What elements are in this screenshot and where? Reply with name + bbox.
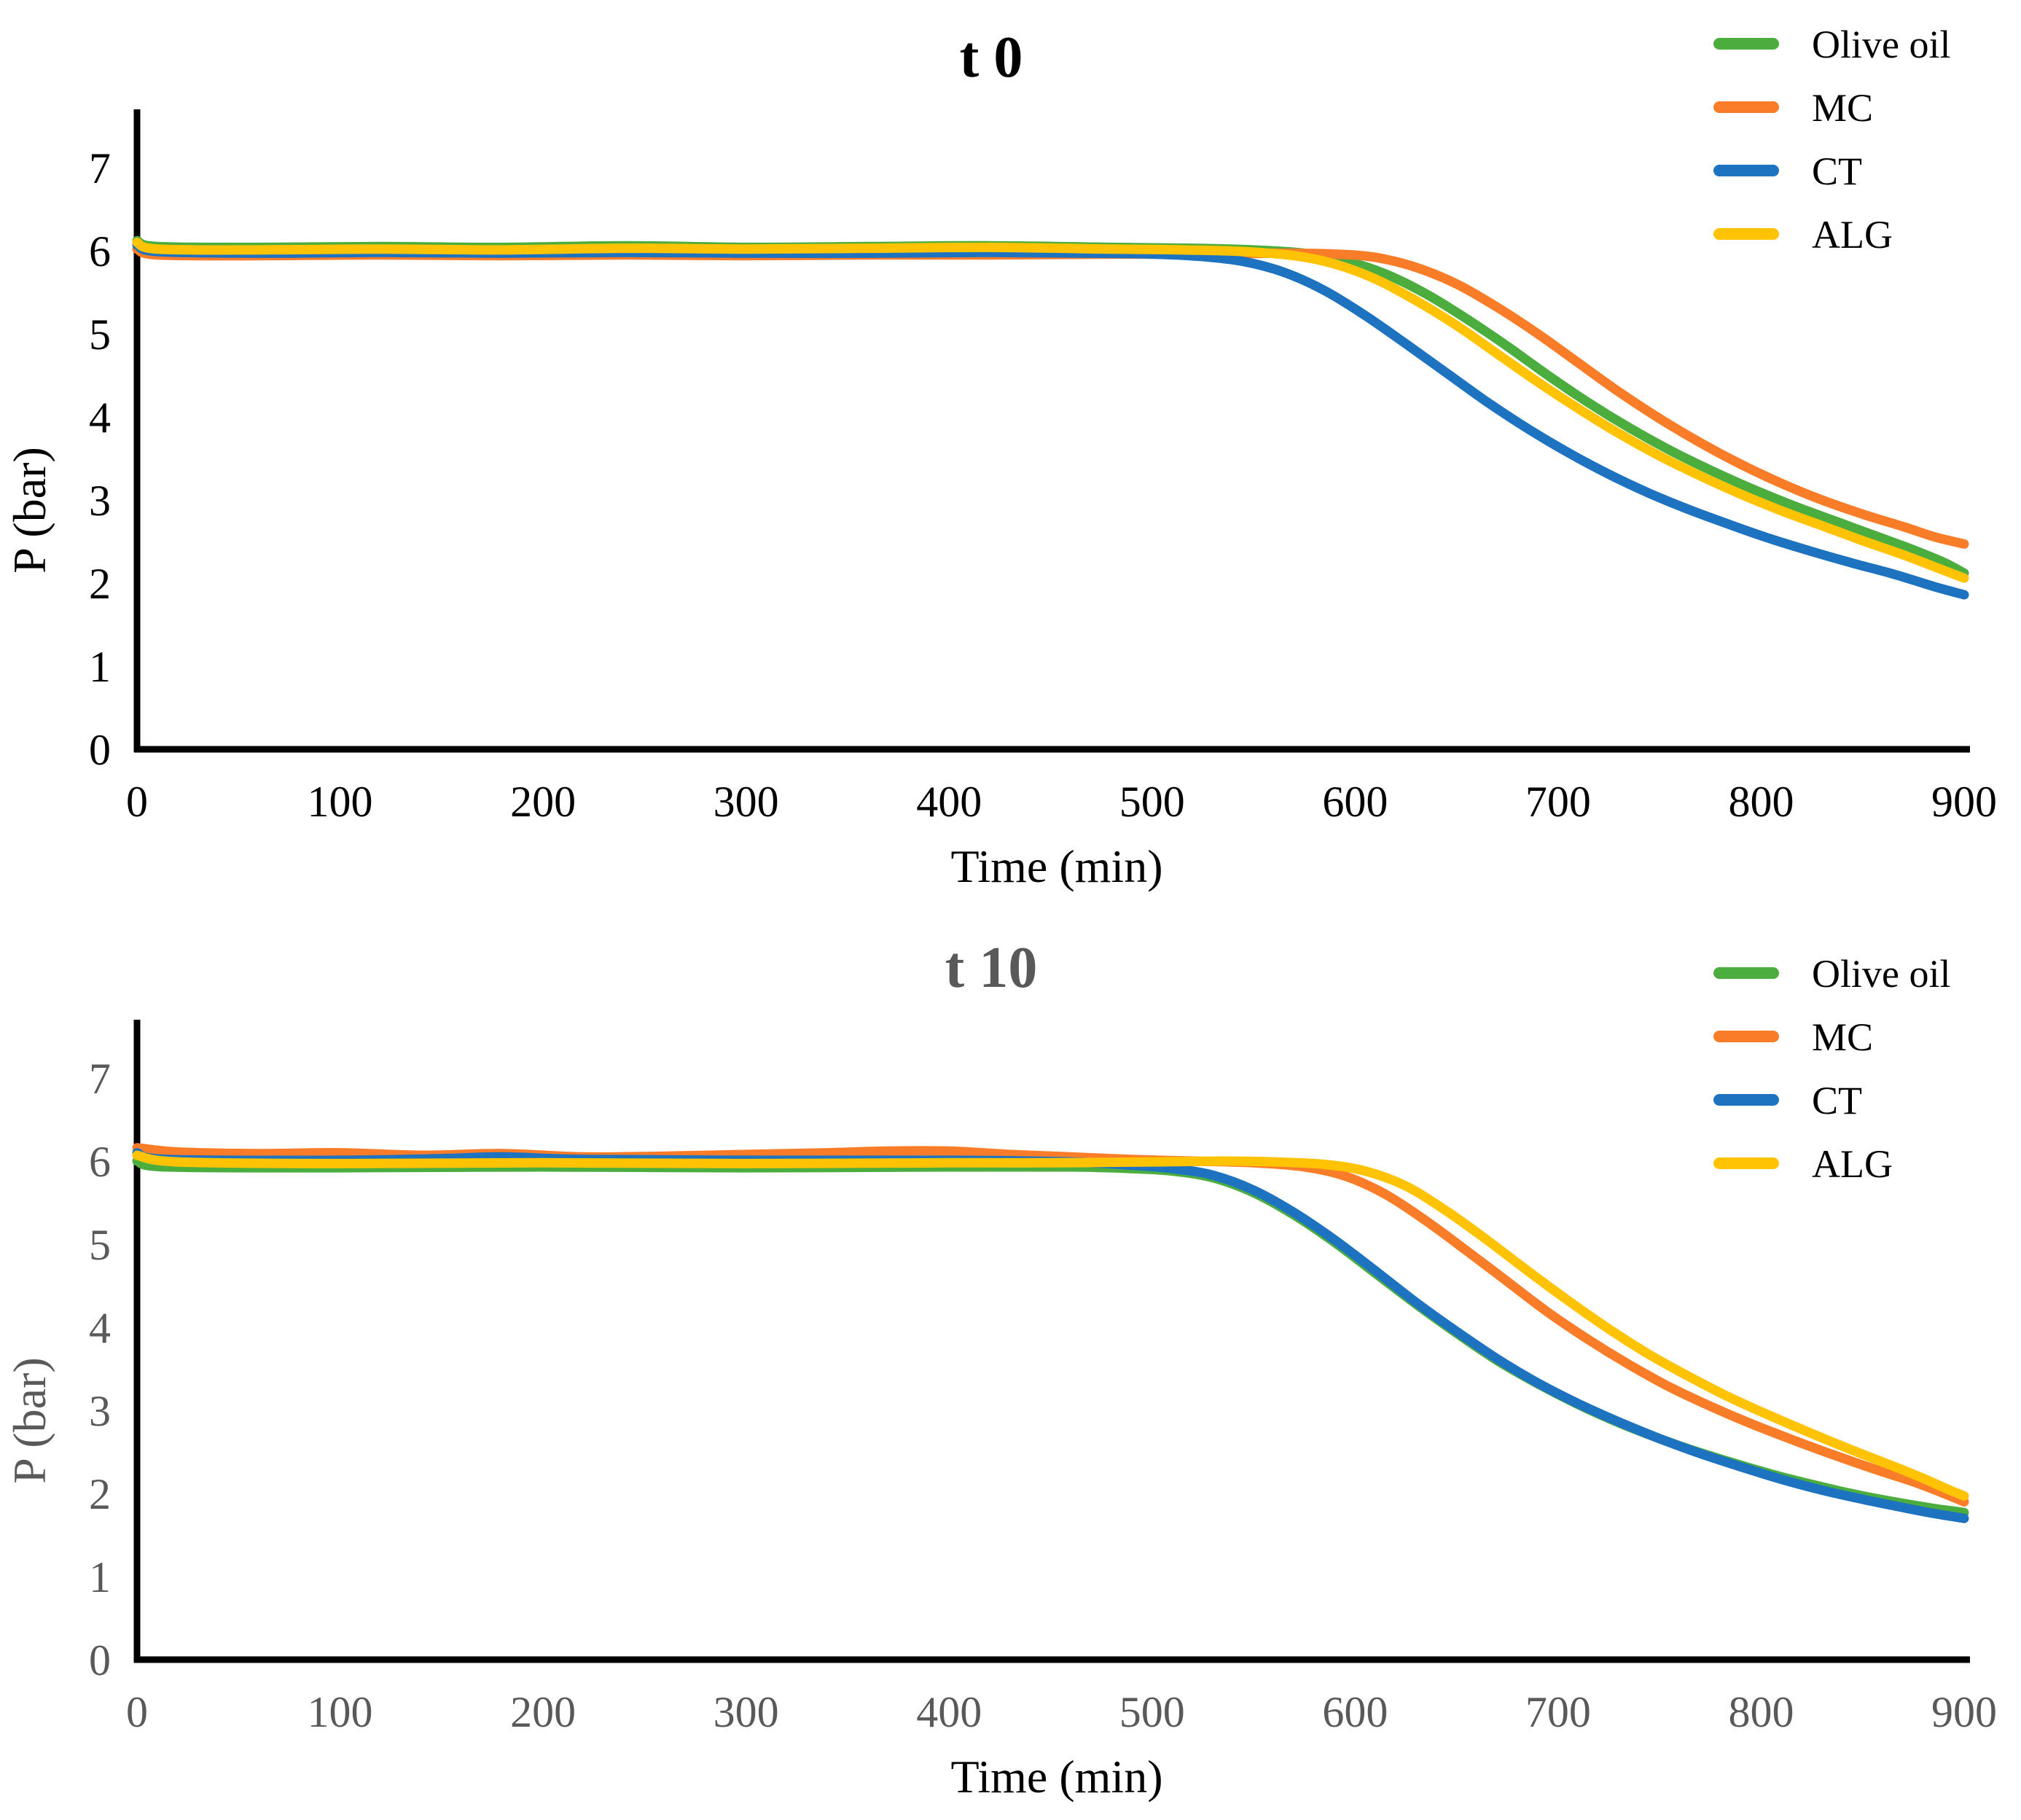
chart-t0-canvas: 0 1 2 3 4 5 6 7 0 100 200 300 400 500 600 700 800 900 t 0… (4, 23, 1997, 892)
x-tick-label: 200 (510, 778, 576, 826)
y-tick-label: 7 (89, 144, 111, 192)
x-tick-label: 400 (916, 1688, 982, 1736)
x-tick-label: 100 (308, 778, 373, 826)
series-line-olive-oil (132, 235, 1969, 578)
x-tick-label: 100 (308, 1688, 373, 1736)
legend-marker-olive-oil (1713, 967, 1779, 979)
series-line-ct (132, 1148, 1969, 1523)
x-tick-label: 500 (1119, 1688, 1185, 1736)
y-tick-label: 1 (89, 1553, 111, 1601)
x-tick-label: 300 (714, 1688, 779, 1736)
legend-t10: Olive oil MC CT ALG (1713, 952, 1950, 1186)
legend-marker-alg (1713, 228, 1779, 240)
x-tick-label: 300 (714, 778, 779, 826)
x-tick-label: 200 (510, 1688, 576, 1736)
legend-t0: Olive oil MC CT ALG (1713, 23, 1950, 257)
x-tick-label: 800 (1728, 1688, 1794, 1736)
y-axis-title-t10: P (bar) (4, 1357, 55, 1484)
plot-area-t10: 0 1 2 3 4 5 6 7 0 100 200 300 400 500 600 700 800 900 (89, 1020, 1997, 1736)
legend-marker-olive-oil (1713, 38, 1779, 50)
series-line-mc (132, 244, 1969, 549)
x-tick-label: 900 (1931, 778, 1997, 826)
series-line-olive-oil (132, 1156, 1969, 1518)
y-tick-label: 5 (89, 311, 111, 359)
legend-label-mc: MC (1812, 86, 1873, 130)
legend-label-olive-oil: Olive oil (1812, 952, 1950, 996)
y-tick-label: 3 (89, 477, 111, 525)
x-axis-title-t10: Time (min) (951, 1751, 1163, 1803)
legend-label-mc: MC (1812, 1015, 1873, 1059)
y-tick-label: 2 (89, 560, 111, 608)
legend-label-olive-oil: Olive oil (1812, 23, 1950, 66)
y-tick-label: 4 (89, 394, 111, 442)
x-tick-label: 400 (916, 778, 982, 826)
legend-label-alg: ALG (1812, 213, 1893, 257)
y-tick-label: 2 (89, 1470, 111, 1518)
y-tick-label: 6 (89, 1138, 111, 1186)
x-tick-label: 700 (1525, 778, 1591, 826)
chart-title-t0: t 0 (960, 26, 1023, 90)
y-tick-label: 4 (89, 1304, 111, 1352)
x-axis-title-t0: Time (min) (951, 840, 1163, 892)
x-tick-label: 0 (126, 1688, 148, 1736)
legend-marker-alg (1713, 1157, 1779, 1169)
x-tick-label: 900 (1931, 1688, 1997, 1736)
legend-label-ct: CT (1812, 1079, 1862, 1122)
x-tick-label: 700 (1525, 1688, 1591, 1736)
x-tick-label: 500 (1119, 778, 1185, 826)
legend-label-ct: CT (1812, 149, 1862, 193)
y-tick-label: 0 (89, 1636, 111, 1684)
y-tick-label: 6 (89, 227, 111, 276)
chart-t10-canvas: 0 1 2 3 4 5 6 7 0 100 200 300 400 500 600 700 800 900 t 1… (4, 936, 1997, 1803)
x-tick-label: 0 (126, 778, 148, 826)
series-line-alg (132, 1150, 1969, 1501)
x-tick-label: 600 (1322, 778, 1388, 826)
chart-t10: 0 1 2 3 4 5 6 7 0 100 200 300 400 500 600 700 800 900 t 1… (0, 910, 2021, 1820)
y-tick-label: 1 (89, 643, 111, 691)
y-tick-label: 5 (89, 1221, 111, 1269)
y-axis-title-t0: P (bar) (4, 447, 55, 574)
legend-label-alg: ALG (1812, 1142, 1893, 1186)
x-tick-label: 600 (1322, 1688, 1388, 1736)
chart-title-t10: t 10 (945, 936, 1038, 1000)
y-tick-label: 0 (89, 726, 111, 774)
x-tick-label: 800 (1728, 778, 1794, 826)
chart-t0: 0 1 2 3 4 5 6 7 0 100 200 300 400 500 600 700 800 900 t 0… (4, 23, 1997, 892)
y-tick-label: 3 (89, 1387, 111, 1435)
legend-marker-mc (1713, 101, 1779, 113)
y-tick-label: 7 (89, 1055, 111, 1103)
legend-marker-mc (1713, 1031, 1779, 1042)
series-line-alg (132, 238, 1969, 583)
legend-marker-ct (1713, 1094, 1779, 1106)
legend-marker-ct (1713, 165, 1779, 176)
plot-area-t0: 0 1 2 3 4 5 6 7 0 100 200 300 400 500 600 700 800 900 (89, 109, 1997, 826)
series-line-ct (132, 240, 1969, 600)
